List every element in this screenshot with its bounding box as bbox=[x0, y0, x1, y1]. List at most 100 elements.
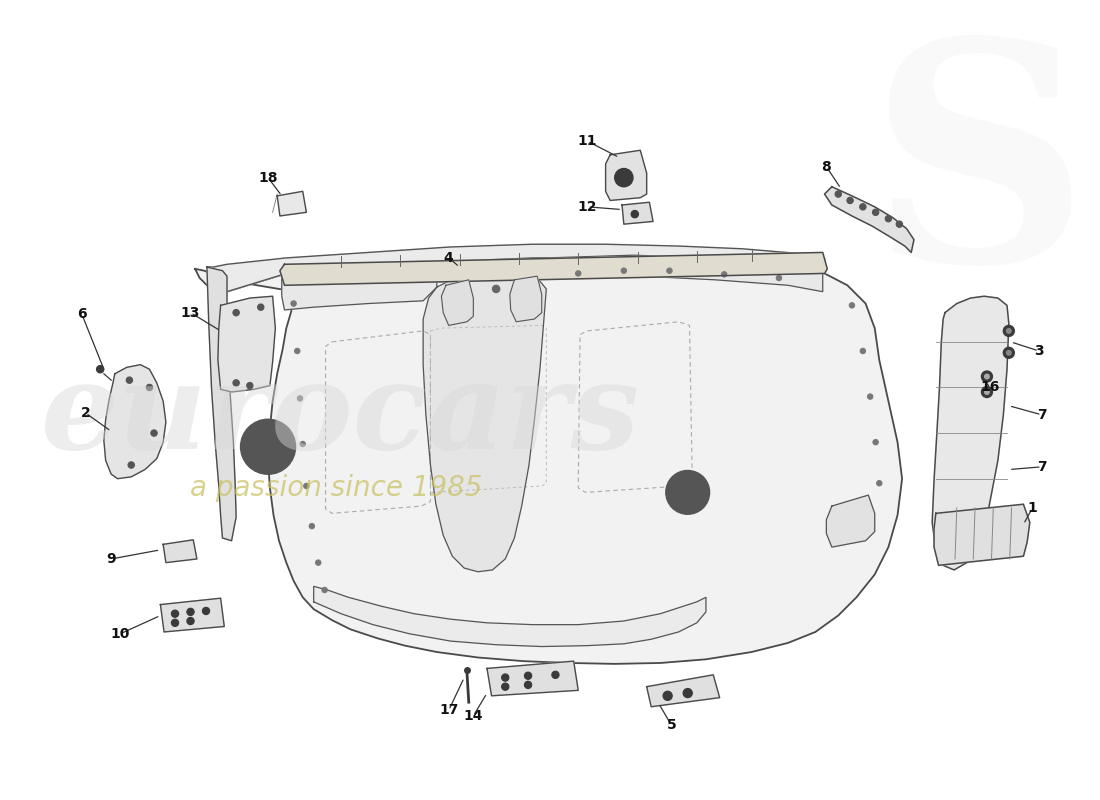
Text: 7: 7 bbox=[1037, 460, 1046, 474]
Circle shape bbox=[295, 348, 300, 354]
Polygon shape bbox=[621, 202, 653, 224]
Circle shape bbox=[666, 470, 710, 514]
Text: 3: 3 bbox=[1034, 344, 1044, 358]
Circle shape bbox=[126, 377, 133, 383]
Circle shape bbox=[97, 366, 103, 373]
Text: 8: 8 bbox=[822, 160, 832, 174]
Circle shape bbox=[777, 275, 782, 281]
Text: 6: 6 bbox=[77, 307, 87, 322]
Text: 14: 14 bbox=[463, 709, 483, 723]
Circle shape bbox=[128, 462, 134, 468]
Text: 4: 4 bbox=[443, 251, 453, 265]
Circle shape bbox=[187, 608, 195, 615]
Circle shape bbox=[502, 683, 509, 690]
Circle shape bbox=[297, 396, 302, 401]
Polygon shape bbox=[195, 258, 902, 664]
Circle shape bbox=[631, 210, 638, 218]
Polygon shape bbox=[424, 272, 547, 572]
Text: 16: 16 bbox=[981, 381, 1000, 394]
Circle shape bbox=[552, 671, 559, 678]
Polygon shape bbox=[441, 280, 473, 326]
Circle shape bbox=[835, 191, 842, 198]
Text: S: S bbox=[869, 30, 1090, 326]
Polygon shape bbox=[509, 276, 541, 322]
Circle shape bbox=[146, 384, 153, 390]
Text: 18: 18 bbox=[258, 170, 278, 185]
Polygon shape bbox=[282, 262, 437, 310]
Circle shape bbox=[525, 672, 531, 679]
Polygon shape bbox=[163, 540, 197, 562]
Polygon shape bbox=[314, 586, 706, 646]
Text: 5: 5 bbox=[667, 718, 676, 732]
Circle shape bbox=[246, 382, 253, 389]
Circle shape bbox=[151, 430, 157, 436]
Polygon shape bbox=[209, 244, 825, 294]
Polygon shape bbox=[161, 598, 224, 632]
Circle shape bbox=[172, 610, 178, 618]
Circle shape bbox=[872, 209, 879, 215]
Circle shape bbox=[233, 380, 240, 386]
Circle shape bbox=[290, 301, 296, 306]
Text: eurocars: eurocars bbox=[42, 355, 640, 474]
Circle shape bbox=[233, 310, 240, 316]
Polygon shape bbox=[825, 186, 914, 253]
Circle shape bbox=[304, 483, 309, 489]
Polygon shape bbox=[826, 495, 875, 547]
Circle shape bbox=[722, 272, 727, 277]
Circle shape bbox=[896, 221, 902, 227]
Circle shape bbox=[849, 302, 855, 308]
Circle shape bbox=[1006, 329, 1011, 333]
Text: 17: 17 bbox=[439, 703, 459, 718]
Text: 13: 13 bbox=[180, 306, 200, 320]
Circle shape bbox=[575, 270, 581, 276]
Text: 7: 7 bbox=[1037, 408, 1046, 422]
Circle shape bbox=[667, 268, 672, 274]
Text: a passion since 1985: a passion since 1985 bbox=[190, 474, 483, 502]
Polygon shape bbox=[207, 267, 236, 541]
Circle shape bbox=[868, 394, 873, 399]
Circle shape bbox=[520, 283, 527, 290]
Circle shape bbox=[663, 691, 672, 700]
Circle shape bbox=[981, 386, 992, 398]
Polygon shape bbox=[277, 191, 307, 216]
Circle shape bbox=[1003, 347, 1014, 358]
Polygon shape bbox=[932, 296, 1009, 570]
Circle shape bbox=[309, 523, 315, 529]
Text: 2: 2 bbox=[80, 406, 90, 420]
Circle shape bbox=[847, 198, 854, 204]
Polygon shape bbox=[547, 255, 823, 292]
Polygon shape bbox=[103, 365, 166, 478]
Circle shape bbox=[860, 204, 866, 210]
Text: 12: 12 bbox=[578, 200, 597, 214]
Circle shape bbox=[202, 607, 210, 614]
Circle shape bbox=[241, 419, 296, 474]
Polygon shape bbox=[647, 675, 719, 706]
Polygon shape bbox=[606, 150, 647, 201]
Circle shape bbox=[615, 169, 632, 186]
Circle shape bbox=[621, 268, 627, 274]
Circle shape bbox=[860, 348, 866, 354]
Circle shape bbox=[502, 674, 509, 682]
Polygon shape bbox=[218, 296, 275, 392]
Circle shape bbox=[257, 304, 264, 310]
Circle shape bbox=[984, 374, 989, 378]
Circle shape bbox=[493, 286, 499, 293]
Circle shape bbox=[187, 618, 195, 625]
Circle shape bbox=[683, 689, 692, 698]
Circle shape bbox=[300, 442, 306, 446]
Circle shape bbox=[886, 215, 892, 222]
Circle shape bbox=[322, 587, 328, 593]
Circle shape bbox=[172, 619, 178, 626]
Polygon shape bbox=[279, 253, 827, 286]
Text: 9: 9 bbox=[107, 552, 116, 566]
Circle shape bbox=[873, 439, 879, 445]
Circle shape bbox=[1006, 350, 1011, 355]
Circle shape bbox=[525, 682, 531, 689]
Circle shape bbox=[1003, 326, 1014, 336]
Text: 1: 1 bbox=[1027, 501, 1037, 515]
Circle shape bbox=[877, 481, 882, 486]
Circle shape bbox=[456, 290, 463, 298]
Circle shape bbox=[984, 390, 989, 394]
Text: 11: 11 bbox=[578, 134, 597, 148]
Polygon shape bbox=[934, 504, 1030, 566]
